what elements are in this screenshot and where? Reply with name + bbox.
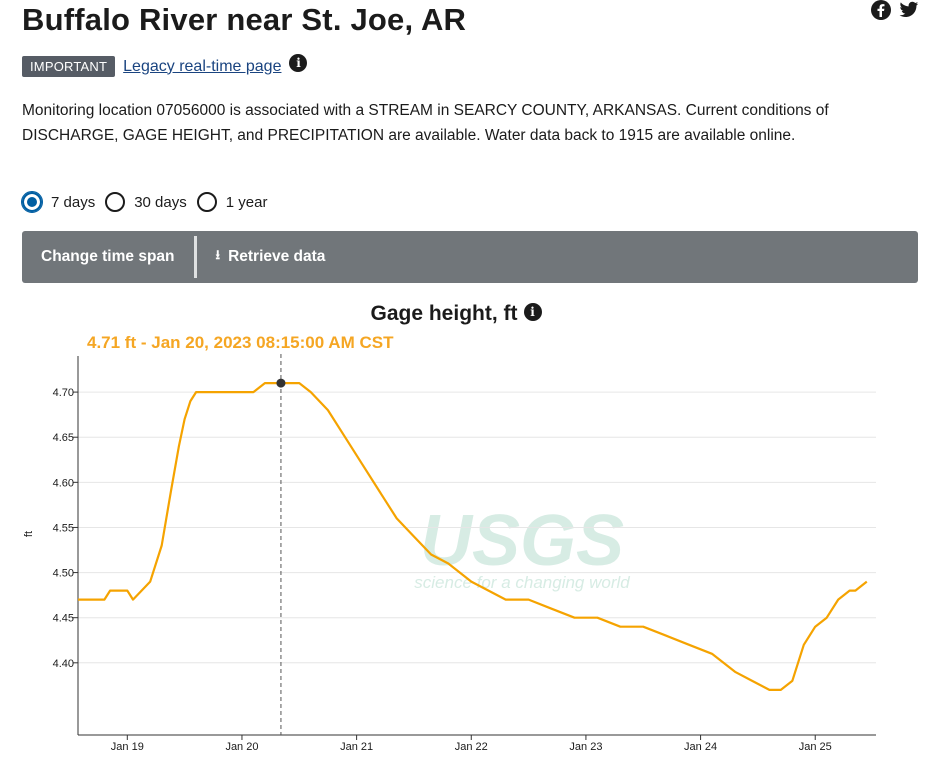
radio-30-days[interactable]: 30 days [105,192,187,212]
button-label: Change time span [41,248,175,265]
social-links [871,0,919,20]
y-tick-label: 4.65 [53,432,74,444]
y-axis-label: ft [23,531,35,537]
x-tick-label: Jan 25 [799,741,832,753]
x-tick-label: Jan 22 [455,741,488,753]
retrieve-data-button[interactable]: ⭳ Retrieve data [197,231,345,283]
y-tick-label: 4.55 [53,522,74,534]
usgs-watermark-tagline: science for a changing world [414,573,630,592]
y-tick-label: 4.45 [53,613,74,625]
toolbar-divider [193,236,197,278]
important-badge: IMPORTANT [22,56,116,77]
x-tick-label: Jan 19 [111,741,144,753]
chart-title: Gage height, ft i [0,302,912,326]
chart-tooltip: 4.71 ft - Jan 20, 2023 08:15:00 AM CST [87,333,394,352]
twitter-icon[interactable] [899,0,919,20]
change-time-span-button[interactable]: Change time span [22,231,194,283]
info-icon[interactable]: i [289,53,308,72]
cursor-point [276,378,286,388]
gage-height-series-line [78,382,868,692]
chart-title-text: Gage height, ft [370,302,518,325]
x-tick-label: Jan 23 [569,741,602,753]
y-tick-label: 4.40 [53,658,74,670]
page-title: Buffalo River near St. Joe, AR [22,2,467,37]
y-tick-label: 4.70 [53,387,74,399]
radio-button-checked-icon[interactable] [21,191,43,213]
radio-1-year[interactable]: 1 year [196,192,268,212]
radio-label: 1 year [225,193,268,211]
radio-label: 30 days [134,193,187,211]
timespan-radio-group: 7 days 30 days 1 year [21,191,277,213]
radio-7-days[interactable]: 7 days [21,191,96,213]
location-description: Monitoring location 07056000 is associat… [22,102,829,144]
usgs-watermark-logo: USGS [420,501,624,581]
x-tick-label: Jan 21 [340,741,373,753]
radio-label: 7 days [51,193,96,211]
legacy-link[interactable]: Legacy real-time page [123,57,282,75]
x-tick-label: Jan 20 [225,741,258,753]
badge-row: IMPORTANT Legacy real-time page i [22,53,308,77]
download-icon: ⭳ [215,247,221,262]
x-tick-label: Jan 24 [684,741,717,753]
button-label: Retrieve data [228,248,326,265]
graph-toolbar: Change time span ⭳ Retrieve data [22,231,918,283]
radio-button-icon[interactable] [105,192,126,212]
y-tick-label: 4.60 [53,477,74,489]
radio-button-icon[interactable] [196,192,217,212]
info-icon[interactable]: i [523,303,542,321]
y-tick-label: 4.50 [53,568,74,580]
facebook-icon[interactable] [871,0,891,20]
